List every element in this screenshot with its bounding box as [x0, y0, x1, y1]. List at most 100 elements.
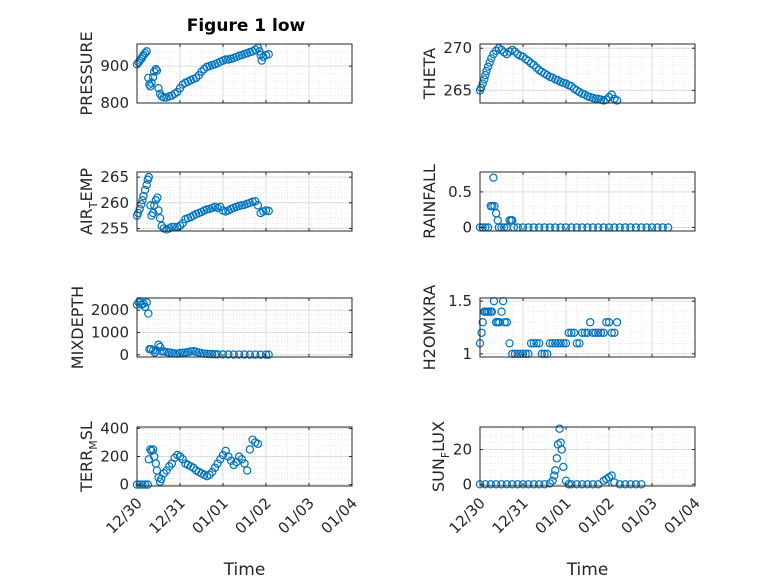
y-axis-label: H2OMIXRA: [420, 285, 439, 371]
data-point: [170, 222, 179, 232]
data-point: [255, 47, 264, 56]
y-tick-label: 1.5: [448, 292, 472, 310]
data-point: [229, 460, 238, 470]
data-point: [253, 201, 263, 210]
y-tick-label: 1000: [91, 324, 129, 342]
data-point: [588, 480, 598, 489]
data-point: [140, 480, 150, 489]
y-tick-label: 0: [119, 346, 129, 364]
data-point: [480, 75, 489, 84]
data-point: [561, 339, 571, 348]
y-axis-label: AIRTEMP: [77, 168, 100, 235]
data-point: [559, 462, 568, 472]
data-point: [143, 480, 152, 489]
data-point: [526, 339, 536, 348]
y-axis-label: THETA: [420, 48, 439, 100]
data-point: [251, 197, 260, 206]
data-point: [135, 204, 144, 214]
data-point: [159, 93, 169, 102]
data-point: [591, 328, 600, 337]
y-axis-label: SUNFLUX: [429, 421, 452, 492]
data-point: [138, 196, 147, 205]
data-point: [567, 480, 576, 489]
data-point: [256, 350, 265, 359]
data-point: [261, 350, 271, 359]
data-point: [615, 480, 624, 489]
data-point: [637, 480, 646, 489]
y-axis-label: PRESSURE: [77, 31, 96, 115]
axes-box: [479, 297, 696, 358]
data-point: [502, 318, 512, 327]
data-point: [245, 350, 255, 359]
data-point: [482, 66, 491, 76]
subplot-h2omixra-: 1 1.5 H2OMIXRA: [420, 285, 696, 371]
data-point: [545, 479, 555, 488]
data-point: [142, 298, 151, 307]
subplot-rainfall-: 0 0.5 RAINFALL: [420, 164, 696, 239]
data-point: [210, 463, 220, 472]
data-point: [154, 84, 163, 93]
data-point: [251, 350, 260, 359]
figure-title: Figure 1 low: [187, 16, 306, 36]
x-axis-label: Time: [223, 560, 266, 580]
data-point: [567, 328, 576, 337]
axes-box: [479, 43, 696, 104]
data-point: [148, 346, 158, 355]
data-point: [591, 94, 600, 103]
data-point: [610, 328, 619, 337]
y-axis-label-main: TERR: [77, 450, 96, 493]
data-point: [612, 318, 622, 327]
data-point: [569, 328, 579, 337]
data-point: [205, 349, 214, 359]
data-point: [226, 456, 236, 465]
data-point: [518, 52, 528, 61]
data-point: [144, 172, 154, 182]
data-point: [577, 480, 587, 489]
y-axis-label-subscript: T: [87, 201, 100, 209]
data-point: [534, 339, 544, 348]
data-point: [140, 302, 150, 312]
y-tick-label: 2000: [91, 301, 129, 319]
data-point: [142, 180, 151, 190]
y-axis-label: RAINFALL: [420, 164, 439, 239]
data-point: [477, 328, 486, 337]
data-point: [146, 445, 155, 454]
data-point: [205, 470, 214, 479]
data-point: [140, 49, 150, 58]
data-point: [224, 452, 233, 461]
data-point: [234, 350, 244, 359]
data-point: [229, 350, 238, 359]
y-axis-label-main: MIXDEPTH: [68, 286, 87, 369]
y-axis-label-tail: SL: [77, 421, 96, 440]
data-point: [242, 466, 252, 475]
data-point: [540, 480, 549, 489]
x-axis-label: Time: [566, 560, 609, 580]
axes-box: [479, 171, 696, 232]
data-point: [489, 173, 498, 182]
y-axis-label-main: RAINFALL: [420, 164, 439, 239]
data-point: [186, 347, 195, 356]
data-point: [485, 58, 494, 67]
data-point: [486, 480, 495, 489]
data-point: [583, 328, 592, 337]
data-point: [518, 480, 528, 489]
data-point: [253, 439, 263, 449]
data-point: [191, 73, 201, 83]
data-point: [534, 480, 544, 489]
data-point: [218, 350, 228, 359]
x-tick-label: 01/04: [661, 494, 704, 537]
y-axis-label-main: THETA: [420, 48, 439, 100]
x-tick-label: 12/31: [146, 494, 189, 537]
data-point: [491, 480, 501, 489]
x-tick-label: 01/01: [189, 494, 232, 537]
data-point: [564, 328, 573, 337]
data-point: [510, 47, 520, 56]
y-tick-label: 260: [100, 194, 129, 212]
y-tick-label: 0: [462, 475, 472, 493]
data-point: [481, 70, 490, 80]
